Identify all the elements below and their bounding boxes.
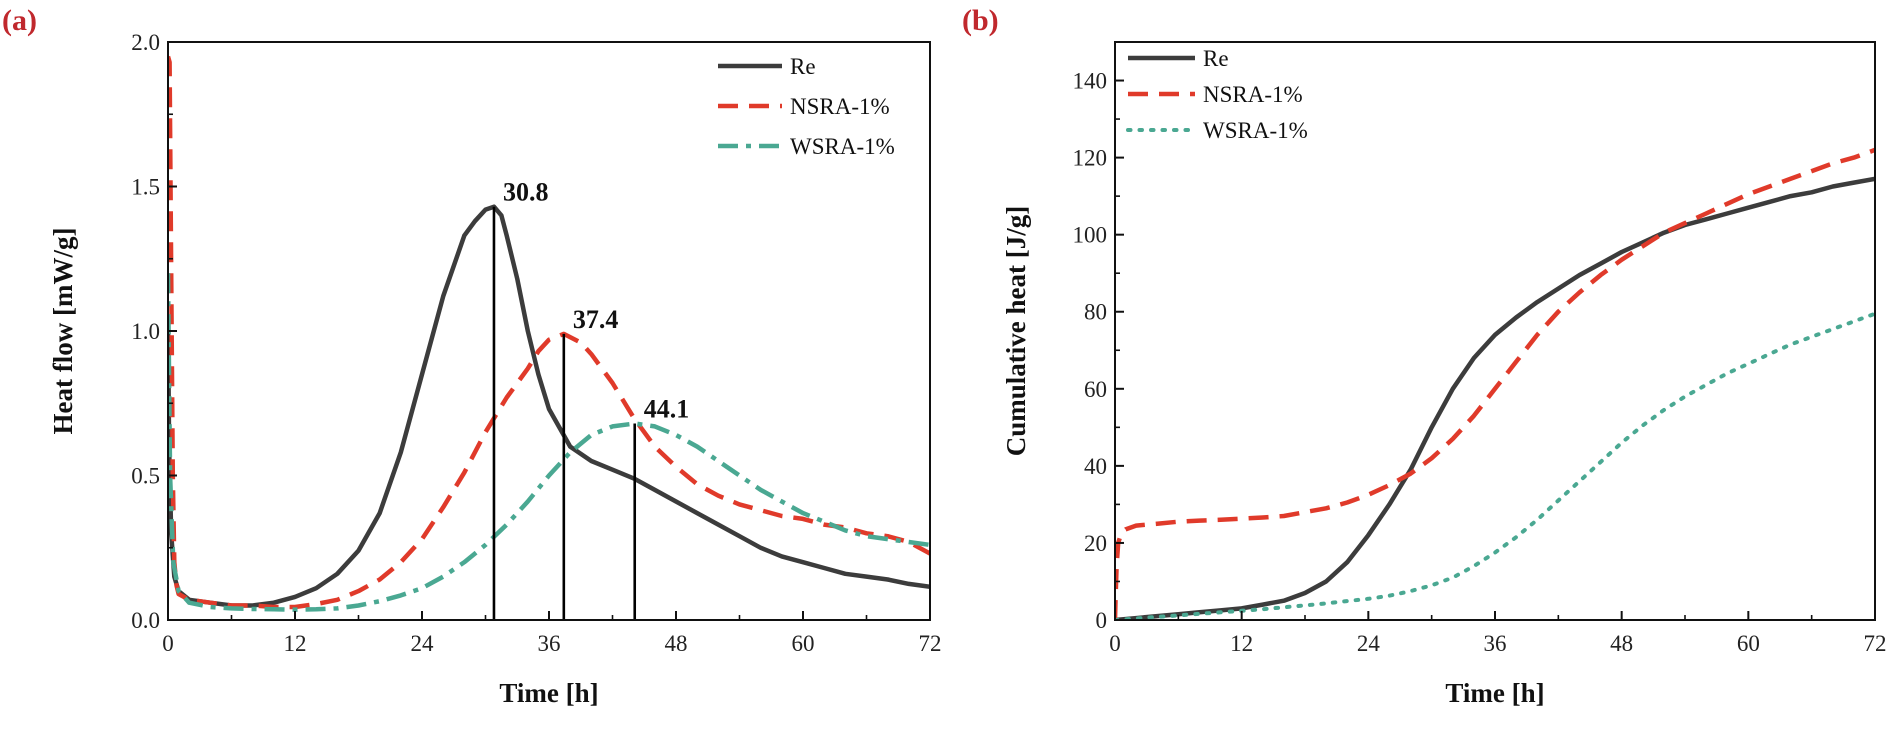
x-tick-label: 72 xyxy=(919,631,942,656)
y-tick-label: 1.5 xyxy=(131,175,160,200)
x-tick-label: 48 xyxy=(1610,631,1633,656)
x-tick-label: 72 xyxy=(1864,631,1887,656)
panel-label: (b) xyxy=(962,4,999,37)
peak-label: 44.1 xyxy=(644,394,690,423)
x-tick-label: 24 xyxy=(411,631,435,656)
peak-label: 37.4 xyxy=(573,305,619,334)
x-axis-title: Time [h] xyxy=(499,678,598,708)
y-axis-title: Heat flow [mW/g] xyxy=(48,228,78,435)
chart-panel-b: (b) 0 12 24 36 48 60 72 0 20 40 60 80 100 120 140 Time [… xyxy=(962,4,1887,708)
series-line-nsra-1- xyxy=(168,55,930,610)
y-axis-title: Cumulative heat [J/g] xyxy=(1001,206,1031,456)
y-tick-label: 140 xyxy=(1073,69,1108,94)
series-line-wsra-1- xyxy=(168,273,930,612)
panel-label: (a) xyxy=(2,4,37,37)
x-tick-label: 0 xyxy=(162,631,174,656)
x-tick-label: 36 xyxy=(1484,631,1507,656)
y-tick-label: 60 xyxy=(1084,377,1107,402)
y-tick-label: 100 xyxy=(1073,223,1108,248)
plot-frame xyxy=(167,41,931,621)
y-tick-label: 80 xyxy=(1084,300,1107,325)
y-tick-label: 1.0 xyxy=(131,319,160,344)
y-tick-label: 0 xyxy=(1096,608,1108,633)
legend-label: WSRA-1% xyxy=(1203,118,1308,143)
legend-label: WSRA-1% xyxy=(790,134,895,159)
x-axis-title: Time [h] xyxy=(1445,678,1544,708)
series-line-re xyxy=(168,204,930,608)
x-tick-label: 48 xyxy=(665,631,688,656)
series-line-nsra-1- xyxy=(1115,147,1875,620)
y-tick-label: 0.0 xyxy=(131,608,160,633)
legend-label: Re xyxy=(790,54,816,79)
y-tick-label: 120 xyxy=(1073,146,1108,171)
y-tick-label: 40 xyxy=(1084,454,1107,479)
x-tick-label: 12 xyxy=(1230,631,1253,656)
x-tick-label: 60 xyxy=(1737,631,1760,656)
series-line-re xyxy=(1115,176,1875,620)
x-tick-label: 12 xyxy=(284,631,307,656)
series-line-wsra-1- xyxy=(1115,311,1875,620)
y-tick-label: 0.5 xyxy=(131,464,160,489)
x-tick-label: 24 xyxy=(1357,631,1381,656)
y-tick-label: 20 xyxy=(1084,531,1107,556)
x-tick-label: 60 xyxy=(792,631,815,656)
legend-label: NSRA-1% xyxy=(1203,82,1303,107)
legend: Re NSRA-1% WSRA-1% xyxy=(718,54,895,159)
x-tick-label: 36 xyxy=(538,631,561,656)
x-tick-label: 0 xyxy=(1109,631,1121,656)
peak-label: 30.8 xyxy=(503,178,549,207)
y-tick-label: 2.0 xyxy=(131,30,160,55)
legend: Re NSRA-1% WSRA-1% xyxy=(1126,46,1308,143)
legend-label: NSRA-1% xyxy=(790,94,890,119)
chart-panel-a: (a) 30.8 37.4 44.1 0 12 24 36 48 60 72 0.0 0.5 1.0 1.5… xyxy=(2,4,942,708)
legend-label: Re xyxy=(1203,46,1229,71)
